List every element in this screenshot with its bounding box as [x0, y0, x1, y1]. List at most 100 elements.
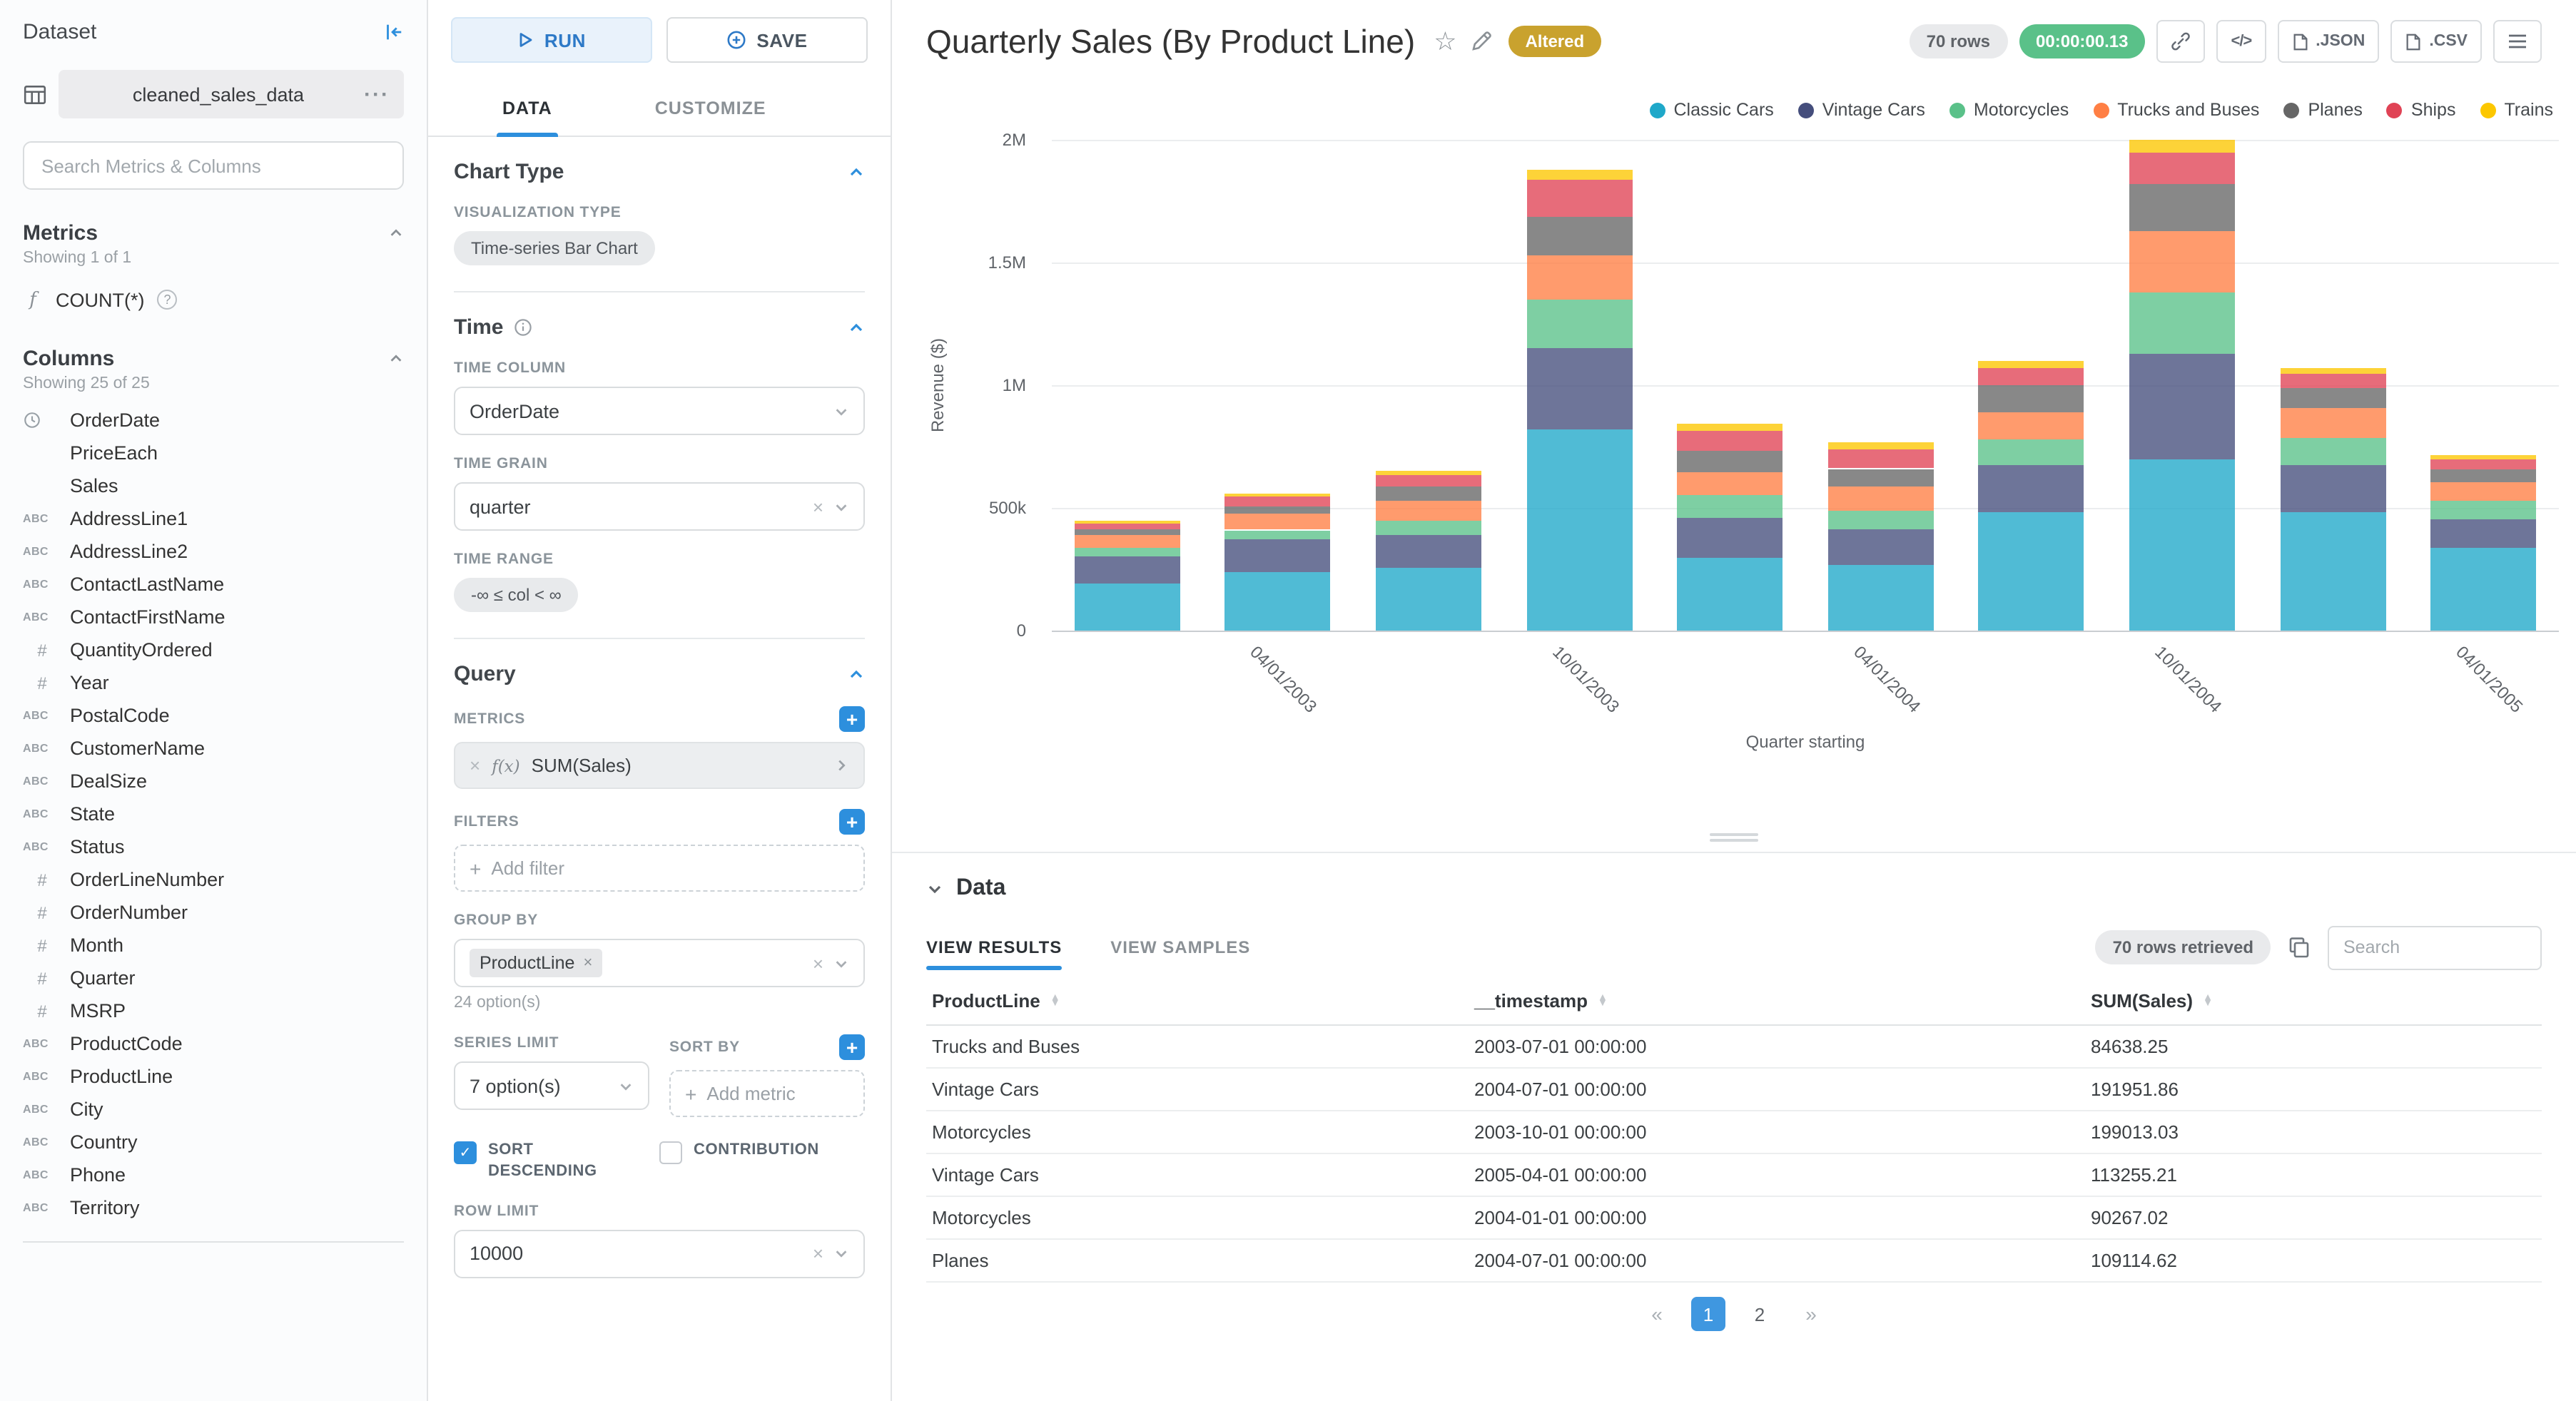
columns-section-header[interactable]: Columns — [23, 347, 404, 371]
column-item[interactable]: # Quarter — [23, 962, 404, 994]
bar-segment[interactable] — [1074, 524, 1180, 530]
bar-segment[interactable] — [2129, 459, 2235, 631]
column-item[interactable]: ABC State — [23, 798, 404, 830]
bar-segment[interactable] — [2129, 140, 2235, 153]
legend-item[interactable]: Trucks and Buses — [2093, 100, 2259, 120]
metrics-section-header[interactable]: Metrics — [23, 221, 404, 245]
bar-segment[interactable] — [1978, 367, 2084, 385]
save-button[interactable]: SAVE — [666, 17, 868, 63]
bar-segment[interactable] — [1526, 216, 1633, 256]
clear-icon[interactable]: × — [812, 952, 823, 974]
column-item[interactable]: ABC Country — [23, 1126, 404, 1158]
column-item[interactable]: OrderDate — [23, 404, 404, 437]
bar-segment[interactable] — [1677, 517, 1783, 559]
controls-scroll-area[interactable]: Chart Type VISUALIZATION TYPE Time-serie… — [428, 137, 891, 1401]
add-filter-dropzone[interactable]: + Add filter — [454, 845, 865, 892]
bar-segment[interactable] — [2280, 438, 2386, 465]
table-row[interactable]: Trucks and Buses 2003-07-01 00:00:00 84638… — [926, 1025, 2542, 1069]
bar-segment[interactable] — [2430, 482, 2537, 501]
bar-segment[interactable] — [1074, 584, 1180, 631]
add-filter-button[interactable]: + — [839, 809, 865, 835]
table-row[interactable]: Vintage Cars 2005-04-01 00:00:00 113255.21 — [926, 1153, 2542, 1197]
column-item[interactable]: PriceEach — [23, 437, 404, 469]
bar-segment[interactable] — [1526, 169, 1633, 180]
bar-segment[interactable] — [2280, 408, 2386, 438]
column-item[interactable]: ABC ProductLine — [23, 1060, 404, 1093]
column-header-sum-sales[interactable]: SUM(Sales) ▲ ▼ — [2085, 979, 2542, 1026]
column-header-timestamp[interactable]: __timestamp ▲ ▼ — [1469, 979, 2085, 1026]
metric-item[interactable]: f COUNT(*) ? — [23, 284, 404, 315]
copy-results-icon[interactable] — [2288, 936, 2311, 959]
bar-segment[interactable] — [1224, 571, 1331, 631]
bar-segment[interactable] — [2129, 183, 2235, 231]
bar-segment[interactable] — [1978, 412, 2084, 440]
metrics-columns-search-input[interactable] — [23, 141, 404, 190]
series-limit-select[interactable]: 7 option(s) — [454, 1061, 649, 1110]
bar-segment[interactable] — [1677, 424, 1783, 431]
column-item[interactable]: ABC PostalCode — [23, 699, 404, 732]
bar-segment[interactable] — [1827, 442, 1934, 449]
column-item[interactable]: ABC City — [23, 1093, 404, 1126]
column-item[interactable]: # Year — [23, 666, 404, 699]
bar-segment[interactable] — [1224, 514, 1331, 530]
bar-segment[interactable] — [1978, 361, 2084, 368]
column-item[interactable]: Sales — [23, 469, 404, 502]
contribution-checkbox[interactable] — [659, 1141, 682, 1164]
bar-segment[interactable] — [1074, 534, 1180, 549]
sort-icon[interactable]: ▲ ▼ — [2203, 992, 2213, 1008]
bar-segment[interactable] — [1526, 255, 1633, 300]
viz-type-value[interactable]: Time-series Bar Chart — [454, 231, 655, 265]
column-item[interactable]: ABC CustomerName — [23, 732, 404, 765]
time-range-value[interactable]: -∞ ≤ col < ∞ — [454, 578, 579, 612]
bar-segment[interactable] — [2430, 501, 2537, 520]
chevron-right-icon[interactable] — [833, 758, 849, 773]
results-search-input[interactable] — [2328, 925, 2542, 969]
clear-icon[interactable]: × — [812, 496, 823, 517]
bar-segment[interactable] — [1224, 530, 1331, 540]
collapse-section-icon[interactable] — [848, 666, 865, 683]
bar-segment[interactable] — [1677, 451, 1783, 473]
altered-badge[interactable]: Altered — [1508, 26, 1602, 57]
add-sort-metric-dropzone[interactable]: + Add metric — [669, 1070, 865, 1117]
bar-segment[interactable] — [1074, 556, 1180, 584]
column-item[interactable]: # OrderNumber — [23, 896, 404, 929]
column-item[interactable]: ABC AddressLine1 — [23, 502, 404, 535]
sort-icon[interactable]: ▲ ▼ — [1050, 992, 1060, 1008]
chevron-up-icon[interactable] — [388, 225, 404, 241]
bar-segment[interactable] — [2430, 455, 2537, 459]
collapse-section-icon[interactable] — [848, 163, 865, 180]
group-by-tag[interactable]: ProductLine × — [470, 949, 603, 977]
bar-segment[interactable] — [1376, 474, 1481, 487]
bar-segment[interactable] — [1978, 439, 2084, 466]
bar-segment[interactable] — [2430, 459, 2537, 469]
bar-segment[interactable] — [1827, 529, 1934, 566]
bar-segment[interactable] — [1978, 512, 2084, 631]
chevron-up-icon[interactable] — [388, 351, 404, 367]
bar-segment[interactable] — [1074, 521, 1180, 524]
bar-segment[interactable] — [1224, 493, 1331, 497]
bar-segment[interactable] — [2430, 519, 2537, 548]
bar-segment[interactable] — [1978, 384, 2084, 412]
bar-segment[interactable] — [1376, 521, 1481, 535]
table-row[interactable]: Motorcycles 2003-10-01 00:00:00 199013.03 — [926, 1111, 2542, 1154]
bar-segment[interactable] — [1827, 510, 1934, 529]
bar-segment[interactable] — [2129, 152, 2235, 184]
column-item[interactable]: # MSRP — [23, 994, 404, 1027]
bar-segment[interactable] — [1376, 486, 1481, 501]
group-by-select[interactable]: ProductLine × × — [454, 939, 865, 987]
tab-data[interactable]: DATA — [497, 80, 558, 137]
sort-icon[interactable]: ▲ ▼ — [1597, 992, 1608, 1008]
bar-segment[interactable] — [1827, 449, 1934, 469]
embed-code-button[interactable]: </> — [2216, 20, 2266, 63]
column-item[interactable]: ABC ContactLastName — [23, 568, 404, 601]
pagination-page-1[interactable]: 1 — [1691, 1297, 1725, 1331]
tab-customize[interactable]: CUSTOMIZE — [654, 98, 766, 118]
pagination-page-2[interactable]: 2 — [1754, 1303, 1765, 1325]
bar-segment[interactable] — [1074, 529, 1180, 535]
bar-segment[interactable] — [2129, 292, 2235, 354]
column-item[interactable]: # QuantityOrdered — [23, 633, 404, 666]
time-grain-select[interactable]: quarter × — [454, 482, 865, 531]
bar-segment[interactable] — [1224, 539, 1331, 572]
legend-item[interactable]: Planes — [2283, 100, 2363, 120]
bar-segment[interactable] — [2129, 230, 2235, 292]
